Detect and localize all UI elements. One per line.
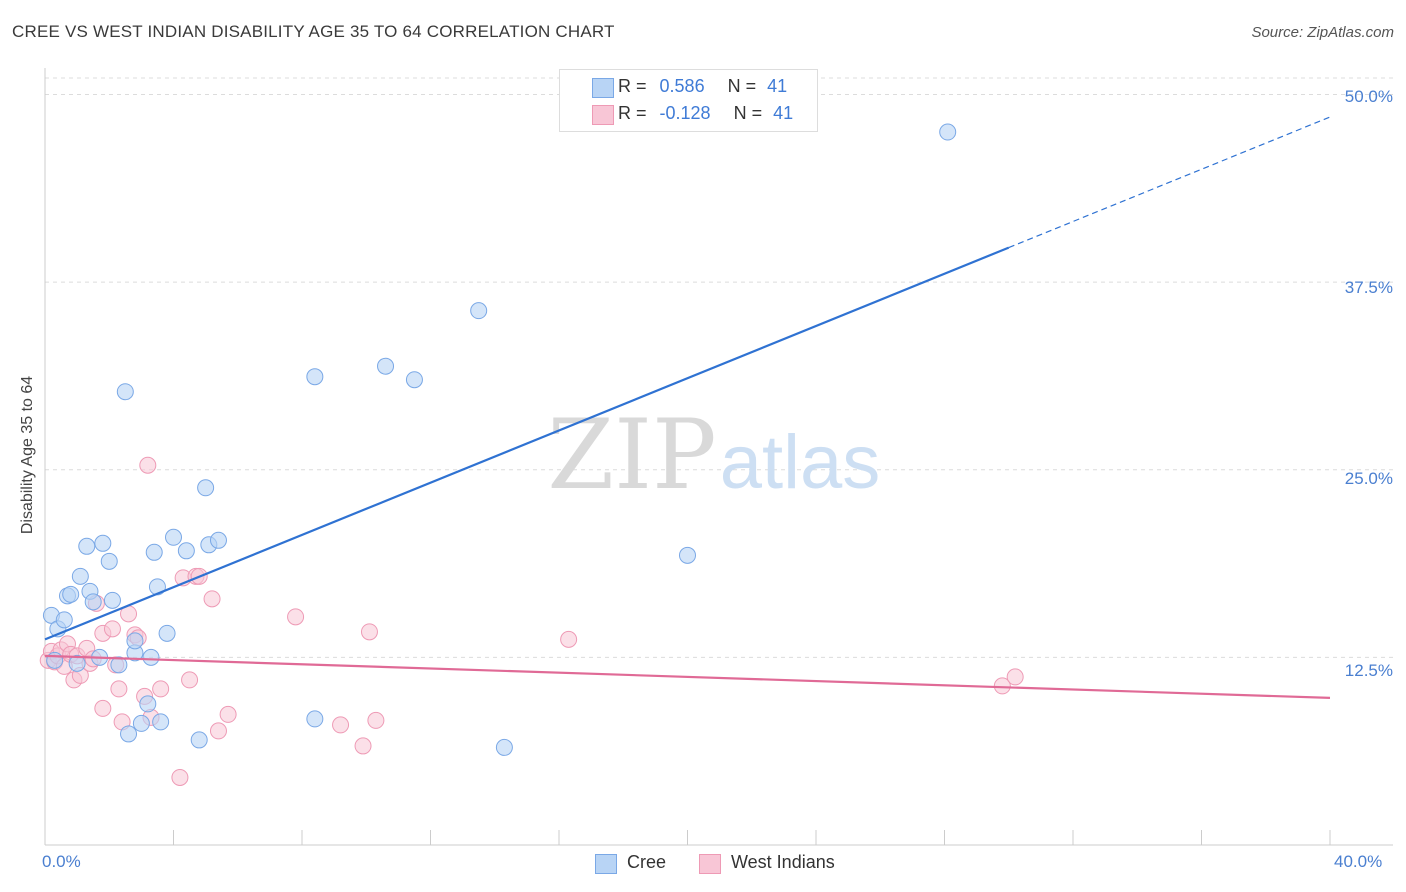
west-indians-point xyxy=(94,699,112,717)
west-indians-point xyxy=(209,722,227,740)
cree-point xyxy=(405,371,423,389)
west-indians-point xyxy=(152,680,170,698)
cree-point xyxy=(377,357,395,375)
west-indians-point xyxy=(139,456,157,474)
y-tick-label-12-5: 12.5% xyxy=(1344,661,1393,680)
watermark-zip: ZIP xyxy=(547,399,716,511)
y-tick-label-25: 25.0% xyxy=(1344,469,1393,488)
west-indians-trend-line xyxy=(44,654,1331,700)
cree-point xyxy=(142,648,160,666)
cree-point xyxy=(165,528,182,546)
cree-point xyxy=(679,546,696,564)
west-indians-point xyxy=(354,737,372,755)
cree-point xyxy=(190,731,208,749)
n-label: N = xyxy=(733,103,763,123)
west-indians-point xyxy=(219,705,237,723)
x-tick-label-max: 40.0% xyxy=(1334,852,1383,871)
y-tick-label-50: 50.0% xyxy=(1344,87,1393,106)
axes xyxy=(44,68,1393,846)
cree-point xyxy=(139,695,157,713)
cree-swatch xyxy=(592,78,614,98)
west-indians-points xyxy=(39,456,1024,786)
stats-row-west-indians: R = -0.128 N = 41 xyxy=(592,103,794,125)
cree-point xyxy=(209,531,227,549)
west-indians-point xyxy=(203,590,221,608)
cree-point xyxy=(132,714,150,732)
cree-point xyxy=(177,542,195,560)
cree-point xyxy=(120,725,138,743)
west-indians-point xyxy=(171,768,189,786)
cree-point xyxy=(100,552,118,570)
west-indians-point xyxy=(181,671,199,689)
west-indians-point xyxy=(560,630,578,648)
cree-point xyxy=(78,537,96,555)
cree-point xyxy=(145,543,163,561)
cree-trend-line xyxy=(44,246,1010,641)
trend-lines xyxy=(44,116,1331,700)
n-value: 41 xyxy=(773,103,794,123)
cree-point xyxy=(46,651,64,669)
cree-trend-extension xyxy=(1008,116,1331,249)
gridlines xyxy=(45,77,1393,658)
west-indians-point xyxy=(287,608,305,626)
cree-point xyxy=(939,123,957,141)
cree-point xyxy=(152,713,170,731)
source-label: Source: ZipAtlas.com xyxy=(1251,24,1394,41)
cree-point xyxy=(68,654,86,672)
cree-legend-swatch xyxy=(595,854,617,874)
cree-point xyxy=(306,368,324,386)
cree-point xyxy=(197,479,215,497)
cree-point xyxy=(71,567,89,585)
stats-row-cree: R = 0.586 N = 41 xyxy=(592,76,788,98)
cree-point xyxy=(94,534,112,552)
n-label: N = xyxy=(727,76,757,96)
west-indians-point xyxy=(360,623,378,641)
west-indians-legend-swatch xyxy=(699,854,721,874)
west-indians-point xyxy=(367,711,385,729)
cree-point xyxy=(103,591,121,609)
watermark-atlas: atlas xyxy=(720,420,881,505)
stats-box: R = 0.586 N = 41 R = -0.128 N = 41 xyxy=(559,69,818,132)
cree-point xyxy=(116,383,134,401)
legend-label-west-indians: West Indians xyxy=(731,852,835,872)
west-indians-point xyxy=(103,620,121,638)
cree-point xyxy=(62,585,80,603)
legend-label-cree: Cree xyxy=(627,852,667,872)
west-indians-point xyxy=(332,716,350,734)
west-indians-point xyxy=(110,680,128,698)
cree-point xyxy=(110,656,128,674)
cree-point xyxy=(126,632,144,650)
cree-point xyxy=(306,710,324,728)
cree-point xyxy=(158,624,176,642)
legend-item-west-indians[interactable]: West Indians xyxy=(699,852,835,874)
r-value: -0.128 xyxy=(659,103,711,123)
watermark: ZIP atlas xyxy=(547,399,880,511)
cree-point xyxy=(495,738,513,756)
legend-item-cree[interactable]: Cree xyxy=(595,852,667,874)
r-label: R = xyxy=(618,103,647,123)
n-value: 41 xyxy=(767,76,788,96)
chart-title: CREE VS WEST INDIAN DISABILITY AGE 35 TO… xyxy=(12,22,615,41)
y-tick-label-37-5: 37.5% xyxy=(1344,278,1393,297)
west-indians-swatch xyxy=(592,105,614,125)
x-tick-label-min: 0.0% xyxy=(42,852,81,871)
r-value: 0.586 xyxy=(659,76,705,96)
r-label: R = xyxy=(618,76,647,96)
cree-point xyxy=(84,593,102,611)
west-indians-point xyxy=(1006,668,1024,686)
cree-point xyxy=(470,302,488,320)
cree-point xyxy=(55,611,73,629)
